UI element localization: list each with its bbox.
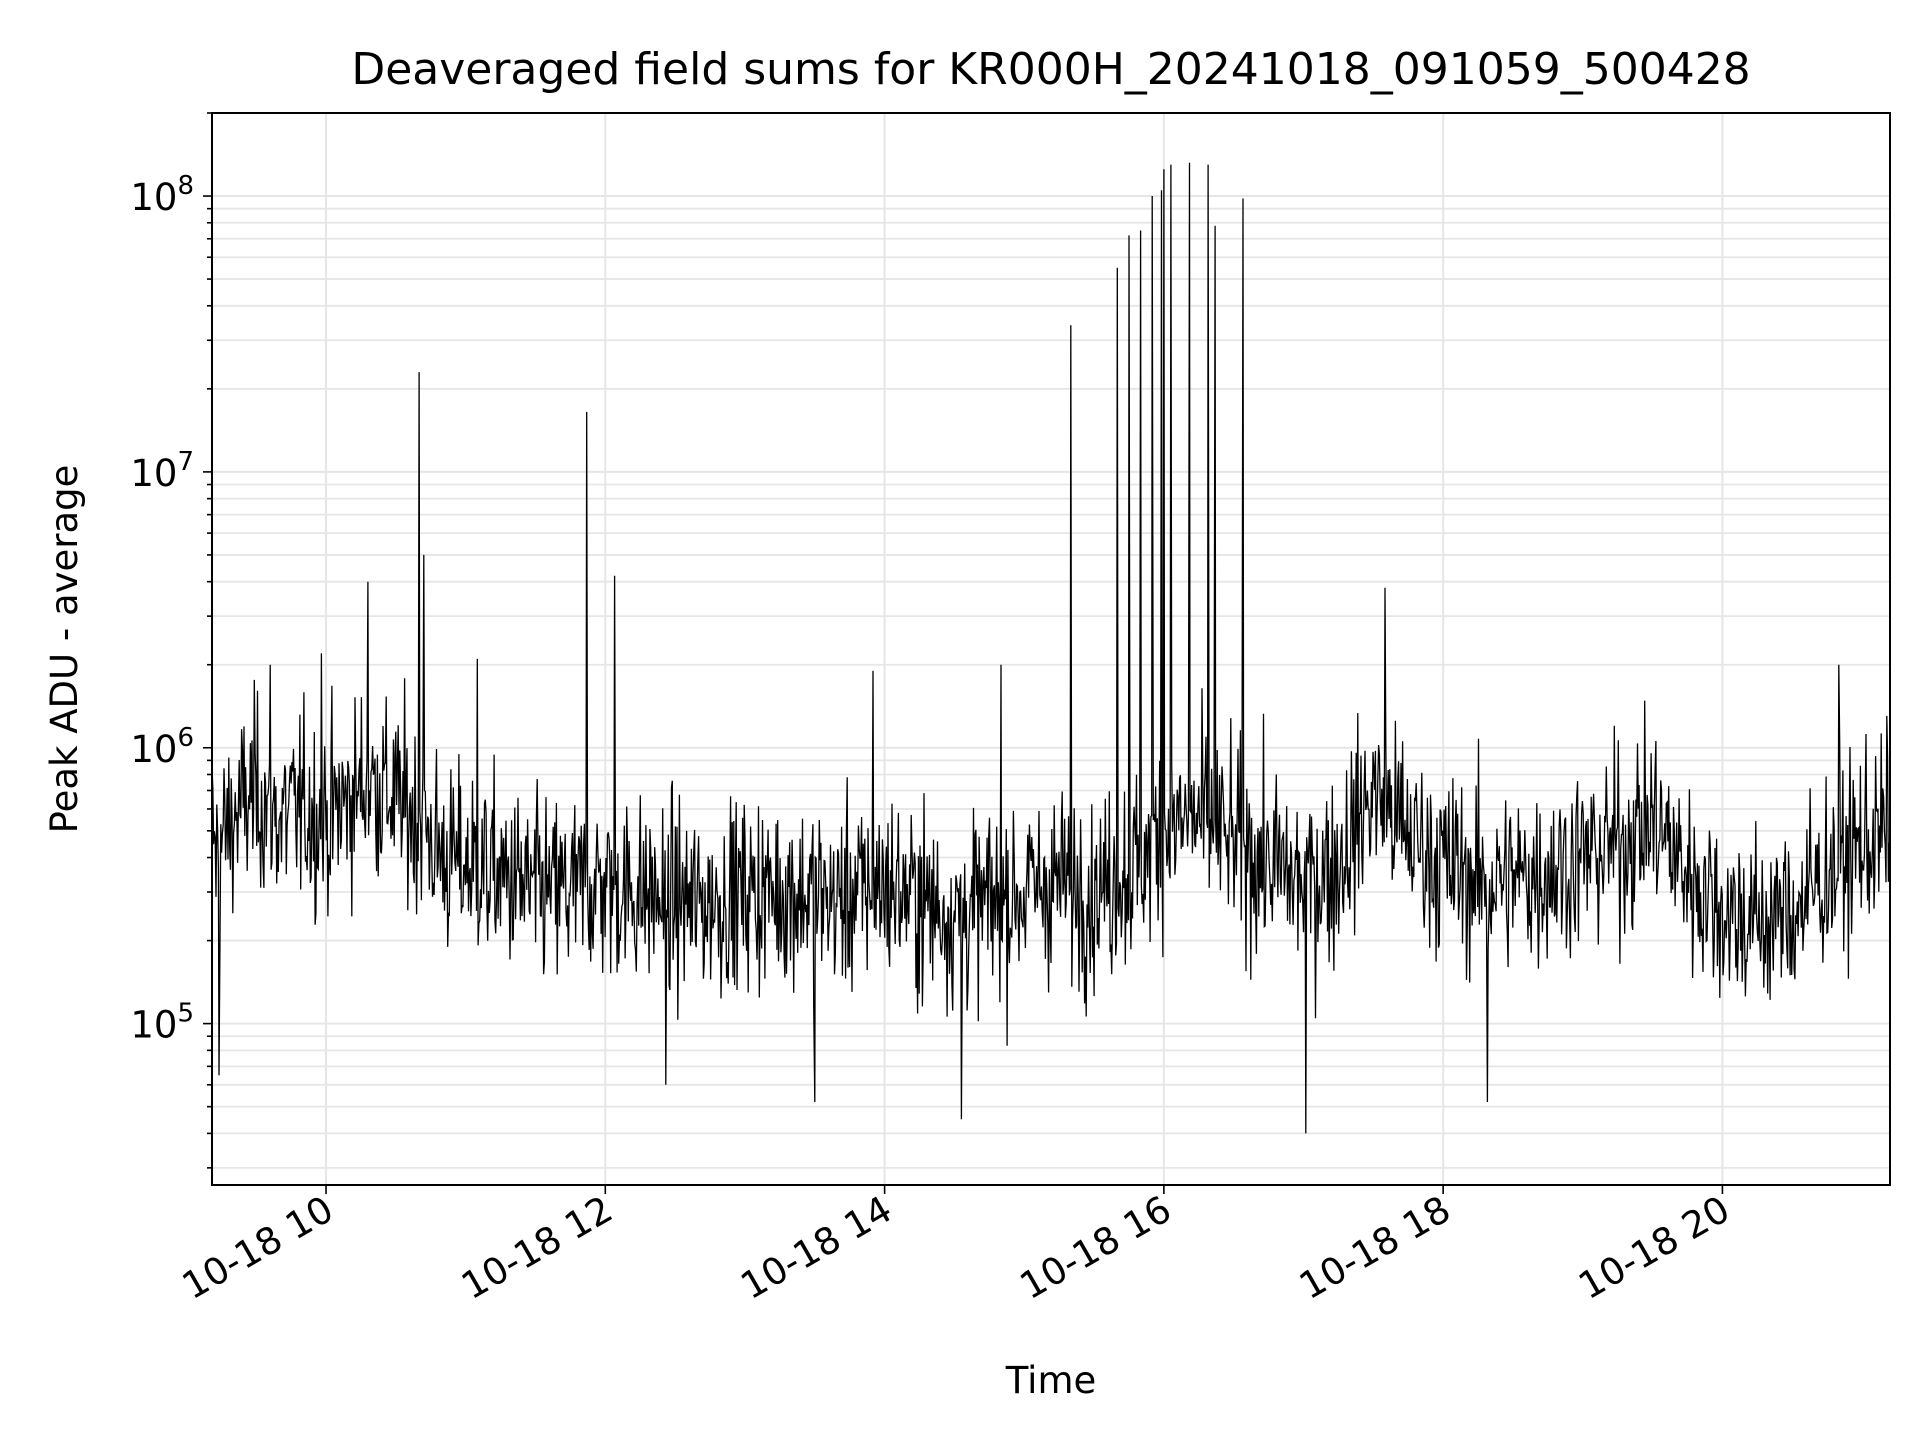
x-axis-label: Time bbox=[1005, 1359, 1097, 1402]
series-line bbox=[211, 162, 1891, 1134]
chart-title: Deaveraged field sums for KR000H_2024101… bbox=[351, 44, 1750, 95]
y-tick-label: 105 bbox=[130, 999, 194, 1047]
y-tick-label: 107 bbox=[130, 447, 194, 495]
y-tick-label: 108 bbox=[130, 171, 194, 219]
plot-frame bbox=[211, 112, 1891, 1186]
y-axis-label: Peak ADU - average bbox=[43, 465, 86, 834]
series bbox=[211, 162, 1891, 1134]
y-tick-label: 106 bbox=[130, 723, 194, 771]
